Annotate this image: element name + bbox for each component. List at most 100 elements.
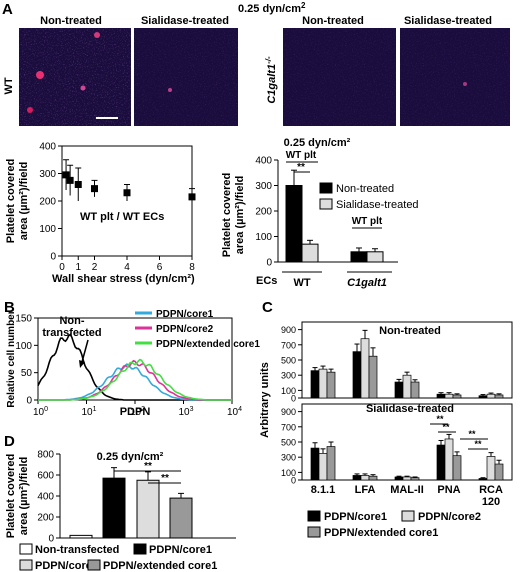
- y-tick-label: 300: [281, 453, 296, 463]
- x-prefix-label: ECs: [256, 275, 277, 287]
- bar-pdpn-core1: [102, 477, 126, 539]
- y-tick-label: 300: [39, 169, 56, 180]
- legend-swatch: [19, 543, 33, 555]
- bar-pdpn-core2: [318, 368, 328, 399]
- bar-pdpn-core2: [360, 338, 370, 399]
- bar-pdpn-extended-core1: [326, 371, 336, 399]
- bar-sialidase-treated: [301, 243, 319, 263]
- y-tick-label: 50: [21, 368, 33, 379]
- bar-pdpn-core2: [360, 475, 370, 481]
- bar-pdpn-core2: [444, 393, 454, 399]
- legend-swatch: [133, 543, 147, 555]
- data-point: [123, 189, 131, 197]
- bar-pdpn-core2: [444, 438, 454, 481]
- y-tick-label: 800: [37, 450, 54, 461]
- legend-swatch: [307, 510, 321, 522]
- x-category-label: 120: [482, 496, 500, 508]
- image-label-2: Sialidase-treated: [141, 15, 229, 27]
- bar-pdpn-core1: [478, 478, 488, 481]
- y-tick-label: 100: [281, 468, 296, 478]
- image-label-4: Sialidase-treated: [404, 15, 492, 27]
- image-label-3: Non-treated: [302, 15, 364, 27]
- bar-pdpn-extended-core1: [326, 446, 336, 481]
- x-tick-label: 2: [92, 262, 98, 273]
- y-tick-label: 100: [39, 224, 56, 235]
- annotation-arrowhead: [79, 360, 85, 368]
- legend-swatch: [19, 559, 33, 571]
- data-point: [74, 181, 82, 188]
- y-axis-label: Platelet covered: [5, 454, 17, 538]
- micrograph-wt-nontreated: [19, 28, 131, 126]
- legend-swatch: [87, 559, 101, 571]
- legend-label: Sialidase-treated: [336, 199, 419, 211]
- bar-pdpn-core2: [486, 456, 496, 481]
- y-axis-label: area (µm²)/field: [18, 457, 30, 535]
- significance-marker: **: [474, 439, 482, 449]
- data-point: [188, 193, 196, 201]
- x-tick-label: 4: [124, 262, 130, 273]
- y-axis-label: Relative cell number: [6, 310, 17, 407]
- annotation-arrow: [81, 339, 89, 363]
- bar-pdpn-core1: [436, 393, 446, 399]
- bar-pdpn-extended-core1: [410, 381, 420, 399]
- legend-label: PDPN/core1: [156, 309, 214, 320]
- image-label-1: Non-treated: [40, 15, 102, 27]
- x-tick-label: 1: [75, 262, 81, 273]
- x-tick-label: 6: [157, 262, 163, 273]
- y-tick-label: 700: [281, 422, 296, 432]
- y-tick-label: 150: [15, 314, 32, 325]
- x-tick-label: 0: [59, 262, 65, 273]
- bar-non-treated: [350, 251, 368, 263]
- x-tick-label: 8: [189, 262, 195, 273]
- y-tick-label: 500: [281, 438, 296, 448]
- x-category-label: 8.1.1: [311, 484, 335, 496]
- bar-pdpn-core2: [402, 476, 412, 481]
- bar-pdpn-core1: [394, 381, 404, 399]
- significance-marker: **: [297, 162, 305, 173]
- y-tick-label: 200: [37, 513, 54, 524]
- y-tick-label: 300: [281, 371, 296, 381]
- y-tick-label: 100: [255, 232, 272, 243]
- legend-swatch: [307, 526, 321, 538]
- significance-marker: **: [442, 422, 450, 432]
- panel-subtitle: Sialidase-treated: [366, 403, 454, 415]
- significance-marker: **: [436, 414, 444, 424]
- bar-pdpn-extended-core1: [410, 477, 420, 481]
- x-tick-label: 104: [227, 406, 242, 418]
- row-label-wt: WT: [3, 77, 15, 94]
- x-category-label: PNA: [437, 484, 460, 496]
- chart-title: 0.25 dyn/cm²: [284, 137, 351, 149]
- bar-pdpn-core1: [394, 476, 404, 481]
- legend-label: PDPN/core2: [156, 324, 214, 335]
- bar-pdpn-core1: [478, 395, 488, 399]
- x-tick-label: 100: [33, 406, 48, 418]
- series-line-pdpn-extended-core1: [38, 358, 232, 401]
- micrograph-wt-sialidase: [134, 28, 238, 126]
- bar-pdpn-core1: [352, 475, 362, 481]
- y-tick-label: 0: [50, 252, 56, 263]
- y-tick-label: 100: [281, 386, 296, 396]
- x-category-label: MAL-II: [390, 484, 424, 496]
- legend-label: PDPN/extended core1: [156, 339, 260, 350]
- y-axis-label: Platelet covered: [5, 159, 17, 243]
- y-tick-label: 400: [39, 142, 56, 153]
- legend-swatch: [319, 182, 333, 194]
- y-tick-label: 0: [26, 396, 32, 407]
- y-tick-label: 300: [255, 181, 272, 192]
- micrograph-c1galt1-sialidase: [400, 28, 510, 126]
- x-tick-label: 101: [82, 406, 97, 418]
- legend-label: Non-transfected: [35, 544, 119, 556]
- bar-non-transfected: [69, 534, 93, 539]
- bar-pdpn-core1: [436, 444, 446, 481]
- data-point: [91, 185, 98, 193]
- bar-pdpn-extended-core1: [452, 394, 462, 399]
- panel-letter-d: D: [4, 433, 15, 450]
- panel-letter-c: C: [262, 299, 273, 316]
- chart-annotation: WT plt / WT ECs: [80, 211, 164, 223]
- y-tick-label: 200: [39, 197, 56, 208]
- legend-label: PDPN/extended core1: [103, 560, 217, 572]
- legend-swatch: [319, 198, 333, 210]
- legend-swatch: [401, 510, 415, 522]
- legend-label: PDPN/core2: [418, 511, 481, 523]
